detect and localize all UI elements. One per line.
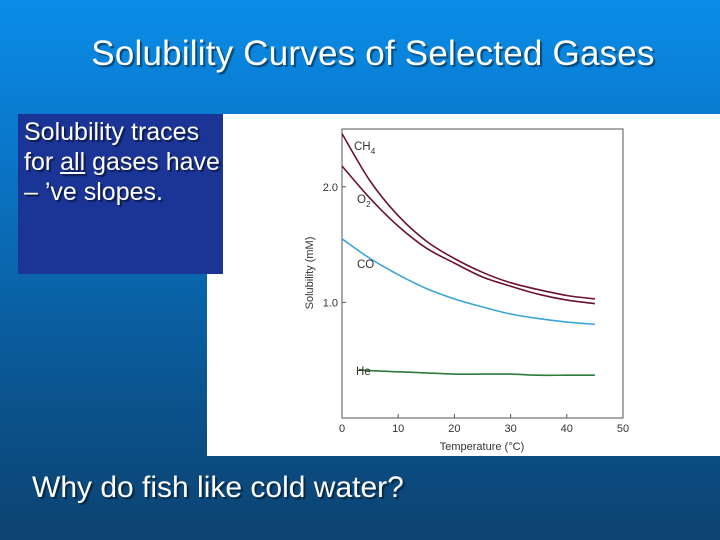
slide-title: Solubility Curves of Selected Gases	[91, 34, 655, 73]
y-tick-label: 1.0	[323, 297, 338, 309]
series-label-ch4: CH4	[354, 141, 376, 156]
x-tick-label: 20	[448, 423, 460, 435]
callout-text: Solubility traces for all gases have – ’…	[24, 117, 234, 207]
callout-text-part: gases have – ’ve slopes.	[24, 148, 220, 206]
series-label-co: CO	[357, 259, 374, 271]
series-label-main: CO	[357, 259, 374, 271]
series-label-main: CH	[354, 141, 371, 153]
chart-panel	[207, 114, 720, 456]
series-label-o2: O2	[357, 194, 371, 209]
series-line-co	[341, 238, 595, 326]
series-label-sub: 2	[366, 199, 371, 209]
x-tick-label: 40	[561, 423, 573, 435]
series-label-main: O	[357, 194, 366, 206]
x-tick-label: 50	[617, 423, 629, 435]
series-line-he	[358, 368, 595, 377]
series-line-ch4	[341, 133, 595, 300]
callout-box	[18, 114, 223, 274]
x-axis: 0 10 20 30 40 50	[339, 414, 629, 435]
series-label-sub: 4	[371, 146, 376, 156]
x-tick-label: 0	[339, 423, 345, 435]
x-tick-label: 10	[392, 423, 404, 435]
y-axis-title: Solubility (mM)	[304, 237, 316, 310]
x-axis-title: Temperature (°C)	[440, 441, 524, 453]
series-line-o2	[341, 165, 596, 305]
series-label-he: He	[356, 366, 371, 378]
series-label-main: He	[356, 366, 371, 378]
series-lines	[341, 133, 596, 377]
callout-emphasis: all	[60, 148, 86, 176]
x-tick-label: 30	[504, 423, 516, 435]
y-axis: 1.0 2.0	[323, 182, 346, 309]
plot-frame	[341, 128, 624, 419]
question-text: Why do fish like cold water?	[32, 471, 404, 504]
y-tick-label: 2.0	[323, 182, 338, 194]
series-labels: CH4 O2 CO He	[354, 141, 376, 378]
callout-text-part: Solubility traces for	[24, 118, 200, 176]
